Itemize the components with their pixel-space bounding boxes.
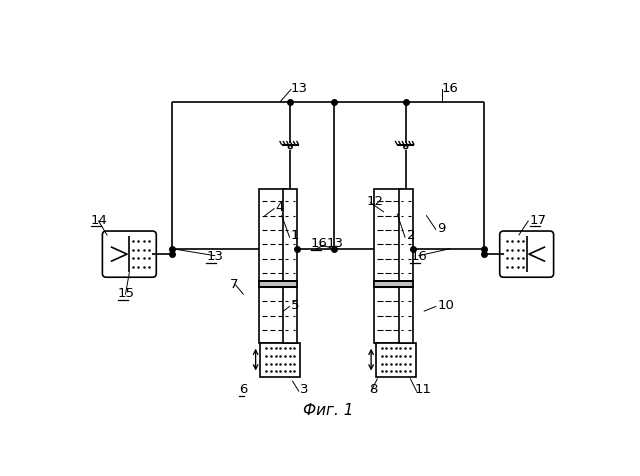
- Text: 7: 7: [230, 278, 239, 290]
- Text: 4: 4: [276, 200, 284, 213]
- Bar: [259, 189, 287, 343]
- Text: 16: 16: [410, 249, 428, 263]
- Ellipse shape: [404, 146, 408, 149]
- Text: 3: 3: [300, 383, 308, 396]
- Bar: [260, 343, 300, 377]
- Bar: [376, 343, 416, 377]
- FancyBboxPatch shape: [500, 231, 554, 278]
- Text: 16: 16: [311, 237, 328, 249]
- Text: 15: 15: [118, 287, 135, 299]
- Text: 6: 6: [239, 383, 248, 396]
- Bar: [374, 281, 413, 288]
- Bar: [399, 189, 413, 343]
- Text: 12: 12: [367, 194, 383, 207]
- Bar: [284, 189, 297, 343]
- Bar: [374, 189, 402, 343]
- Text: 1: 1: [291, 229, 300, 242]
- FancyBboxPatch shape: [102, 231, 156, 278]
- Bar: [259, 281, 297, 288]
- Text: 13: 13: [291, 81, 308, 94]
- Text: 13: 13: [206, 249, 223, 263]
- Text: 9: 9: [437, 221, 445, 234]
- Text: 17: 17: [530, 214, 547, 227]
- Text: 2: 2: [406, 229, 415, 242]
- Text: 16: 16: [442, 81, 459, 94]
- Text: Фиг. 1: Фиг. 1: [303, 402, 353, 417]
- Ellipse shape: [289, 146, 292, 149]
- Text: 13: 13: [326, 237, 344, 249]
- Text: 10: 10: [437, 298, 454, 311]
- Text: 11: 11: [414, 383, 431, 396]
- Text: 5: 5: [291, 298, 300, 311]
- Text: 8: 8: [369, 383, 377, 396]
- Text: 14: 14: [91, 214, 108, 227]
